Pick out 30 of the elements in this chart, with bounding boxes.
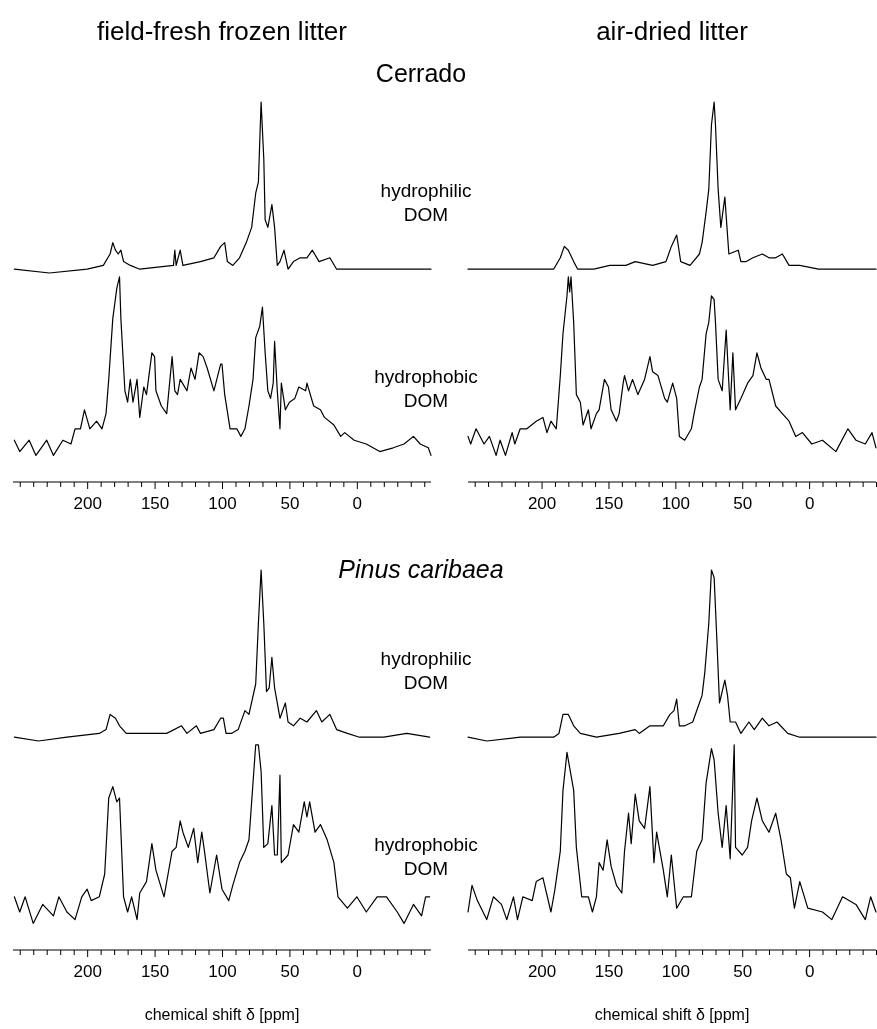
x-tick-label: 200 (527, 962, 557, 982)
text: hydrophilic DOM (380, 648, 472, 693)
x-tick-label: 100 (661, 494, 691, 514)
x-tick-label: 150 (594, 494, 624, 514)
series-label: hydrophobic DOM (374, 834, 478, 880)
x-tick-label: 100 (208, 962, 237, 982)
x-axis-title: chemical shift δ [ppm] (594, 1006, 750, 1023)
text: hydrophilic DOM (380, 180, 472, 225)
x-tick-label: 50 (280, 494, 300, 514)
x-tick-label: 0 (804, 962, 815, 982)
x-tick-label: 100 (661, 962, 691, 982)
x-tick-label: 50 (733, 494, 753, 514)
x-tick-label: 50 (280, 962, 300, 982)
x-tick-label: 150 (140, 494, 170, 514)
x-tick-label: 150 (140, 962, 170, 982)
x-tick-label: 100 (208, 494, 237, 514)
text: Cerrado (375, 59, 467, 87)
annotation: Pinus caribaea (338, 555, 504, 583)
x-tick-label: 0 (352, 962, 363, 982)
x-axis-title: chemical shift δ [ppm] (144, 1006, 300, 1023)
x-tick-label: 200 (73, 494, 102, 514)
series-label: hydrophobic DOM (374, 366, 478, 412)
x-tick-label: 0 (352, 494, 363, 514)
x-tick-label: 200 (527, 494, 557, 514)
x-tick-label: 200 (73, 962, 102, 982)
x-tick-label: 0 (804, 494, 815, 514)
x-tick-label: 150 (594, 962, 624, 982)
chart-title: air-dried litter (596, 16, 749, 46)
x-tick-label: 50 (733, 962, 753, 982)
chart-title: field-fresh frozen litter (97, 16, 348, 46)
